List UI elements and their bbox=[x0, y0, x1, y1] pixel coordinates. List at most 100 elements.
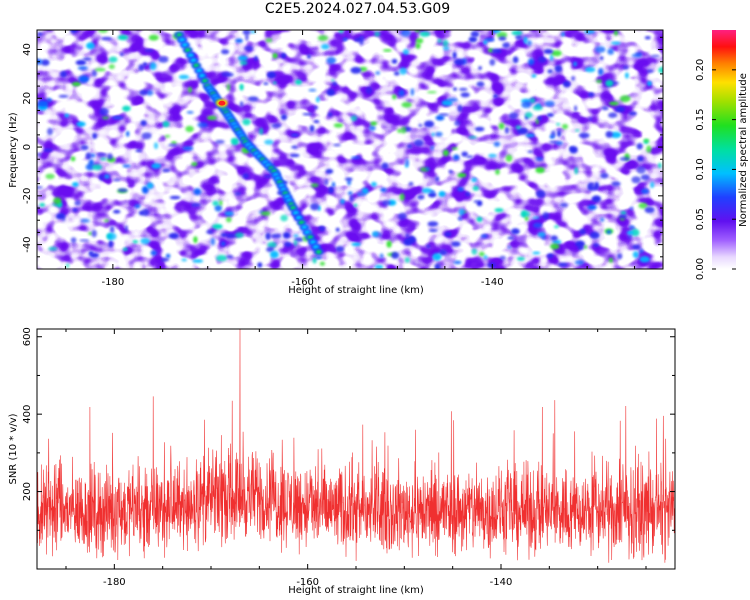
spectrogram-speckle bbox=[575, 129, 580, 132]
spectrogram-speckle bbox=[646, 145, 652, 153]
spectrogram-speckle bbox=[315, 96, 320, 103]
spectrogram-speckle bbox=[265, 232, 271, 240]
spectrogram-speckle bbox=[141, 132, 152, 140]
spectrogram-speckle bbox=[427, 91, 437, 94]
spectrogram-speckle bbox=[505, 154, 513, 162]
spectrogram-speckle bbox=[108, 64, 115, 70]
spectrogram-speckle bbox=[471, 248, 478, 255]
spectrogram-speckle bbox=[491, 48, 502, 54]
spectrogram-speckle bbox=[162, 168, 171, 173]
spectrogram-speckle bbox=[66, 263, 70, 268]
spectrogram-speckle bbox=[72, 208, 78, 212]
spectrogram-speckle bbox=[495, 169, 500, 175]
spectrogram-speckle bbox=[234, 191, 241, 196]
spectrogram-speckle bbox=[554, 65, 562, 73]
spectrogram-speckle bbox=[587, 204, 597, 210]
spectrogram-speckle bbox=[321, 43, 330, 50]
spectrogram-speckle bbox=[153, 142, 159, 150]
spectrogram-speckle bbox=[46, 98, 52, 102]
spectrogram-speckle bbox=[613, 30, 618, 36]
spectrogram-speckle bbox=[342, 38, 348, 41]
colorbar-tick-label: 0.10 bbox=[695, 158, 706, 180]
spectrogram-speckle bbox=[478, 66, 482, 70]
spectrogram-speckle bbox=[432, 252, 442, 261]
spectrogram-speckle bbox=[99, 107, 109, 116]
spectrogram-speckle bbox=[419, 31, 431, 37]
spectrogram-speckle bbox=[550, 243, 560, 250]
spectrogram-speckle bbox=[466, 155, 474, 159]
spectrogram-speckle bbox=[101, 116, 109, 120]
spectrogram-speckle bbox=[551, 50, 562, 57]
spectrogram-speckle bbox=[348, 191, 353, 196]
spectrogram-speckle bbox=[214, 204, 222, 212]
snr-panel: -180 -160 -140 600 400 200 Height of straigh… bbox=[8, 327, 676, 596]
spectrogram-speckle bbox=[537, 116, 542, 121]
spectrogram-speckle bbox=[579, 228, 586, 235]
spectrogram-speckle bbox=[583, 245, 587, 249]
spectrogram-speckle bbox=[608, 257, 613, 263]
spectrogram-speckle bbox=[344, 177, 353, 181]
spectrogram-speckle bbox=[393, 71, 400, 76]
spectrogram-speckle bbox=[392, 94, 397, 100]
spectrogram-speckle bbox=[638, 202, 648, 209]
spectrogram-speckle bbox=[600, 217, 605, 222]
spectrogram-speckle bbox=[359, 39, 364, 46]
spectrogram-speckle bbox=[313, 105, 319, 110]
spectrogram-speckle bbox=[512, 56, 519, 64]
spectrogram-speckle bbox=[280, 114, 288, 121]
spectrogram-speckle bbox=[271, 233, 282, 239]
spectrogram-speckle bbox=[242, 173, 250, 179]
spectrogram-speckle bbox=[400, 126, 407, 134]
figure-title: C2E5.2024.027.04.53.G09 bbox=[264, 1, 451, 17]
ridge-core bbox=[196, 68, 203, 73]
spectrogram-speckle bbox=[468, 136, 478, 139]
spectrogram-speckle bbox=[397, 128, 403, 133]
ridge-core bbox=[184, 48, 191, 53]
colorbar-ticks: 0.00 0.05 0.10 0.15 0.20 bbox=[695, 59, 736, 280]
spectrogram-speckle bbox=[79, 239, 90, 242]
ridge-core bbox=[292, 210, 299, 216]
spectrogram-speckle bbox=[140, 120, 147, 126]
spectrogram-speckle bbox=[542, 211, 550, 220]
spectrogram-speckle bbox=[625, 72, 629, 79]
spectrogram-speckle bbox=[537, 232, 546, 237]
spectrogram-speckle bbox=[235, 232, 244, 239]
spectrogram-speckle bbox=[382, 49, 392, 52]
spectrogram-speckle bbox=[643, 138, 650, 143]
spectrogram-speckle bbox=[619, 95, 631, 103]
spectrogram-speckle bbox=[457, 173, 467, 178]
spectrogram-speckle bbox=[350, 66, 362, 74]
spectrogram-speckle bbox=[335, 227, 340, 232]
spectrogram-speckle bbox=[543, 49, 554, 54]
spectrogram-speckle bbox=[264, 139, 274, 145]
spectrogram-speckle bbox=[618, 215, 628, 219]
spectrogram-speckle bbox=[190, 203, 201, 207]
spectrogram-speckle bbox=[76, 121, 86, 127]
spectrogram-speckle bbox=[365, 86, 373, 95]
spectrogram-speckle bbox=[471, 177, 478, 183]
spectrogram-speckle bbox=[557, 129, 562, 138]
spectrogram-speckle bbox=[629, 225, 635, 229]
spectrogram-speckle bbox=[595, 46, 606, 53]
spectrogram-speckle bbox=[575, 240, 585, 248]
spectrogram-speckle bbox=[574, 259, 585, 265]
spectrogram-speckle bbox=[326, 88, 335, 97]
spectrogram-speckle bbox=[454, 58, 465, 66]
spectrogram-speckle bbox=[437, 38, 442, 44]
spectrogram-speckle bbox=[451, 147, 459, 150]
spectrogram-speckle bbox=[70, 156, 76, 162]
spectrogram-speckle bbox=[650, 181, 655, 189]
spectrogram-speckle bbox=[331, 79, 335, 82]
spectrogram-speckle bbox=[313, 120, 320, 123]
spectrogram-speckle bbox=[335, 246, 345, 252]
spectrogram-speckle bbox=[265, 38, 273, 43]
spectrogram-speckle bbox=[628, 111, 638, 116]
spectrogram-speckle bbox=[215, 139, 225, 144]
spectrogram-speckle bbox=[616, 253, 623, 260]
spectrogram-speckle bbox=[181, 258, 187, 262]
spectrogram-speckle bbox=[226, 233, 236, 238]
spectrogram-speckle bbox=[328, 186, 334, 194]
spectrogram-speckle bbox=[577, 245, 584, 251]
spectrogram-speckle bbox=[357, 192, 367, 196]
spectrogram-speckle bbox=[138, 210, 145, 216]
